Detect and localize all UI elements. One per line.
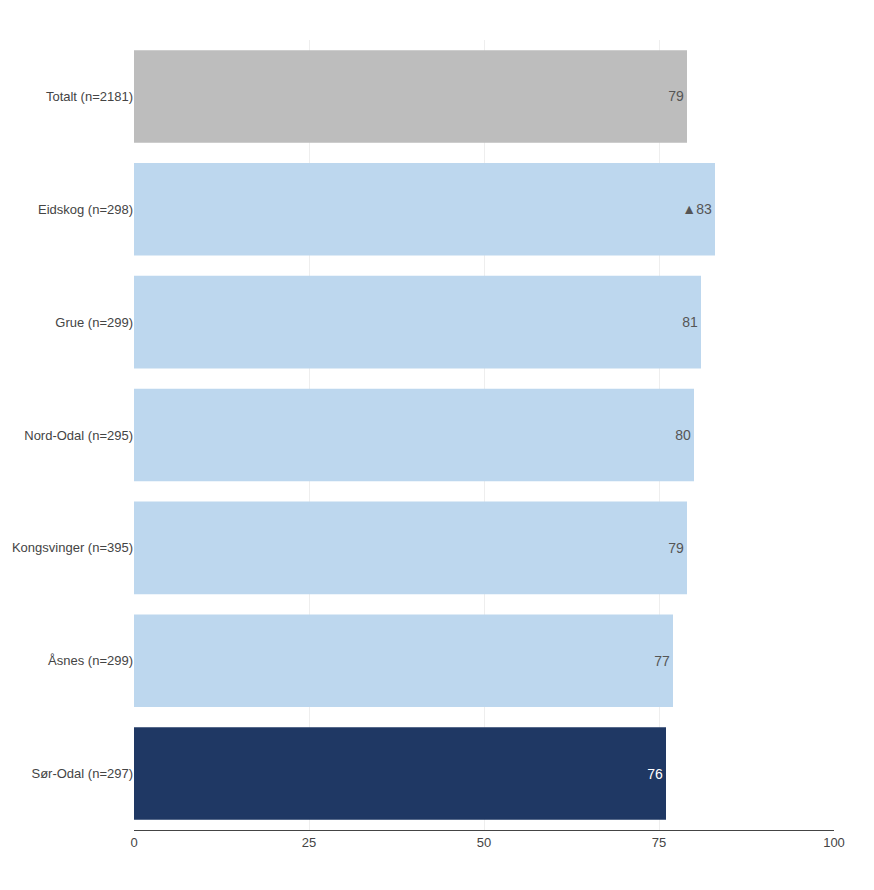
svg-text:81: 81: [682, 314, 698, 330]
svg-text:25: 25: [302, 835, 316, 850]
svg-text:79: 79: [668, 88, 684, 104]
svg-text:Grue (n=299): Grue (n=299): [55, 315, 133, 330]
svg-text:100: 100: [823, 835, 845, 850]
svg-text:80: 80: [675, 427, 691, 443]
svg-text:75: 75: [652, 835, 666, 850]
svg-text:▲83: ▲83: [682, 201, 712, 217]
svg-text:Totalt (n=2181): Totalt (n=2181): [46, 89, 133, 104]
svg-text:Kongsvinger (n=395): Kongsvinger (n=395): [12, 540, 133, 555]
svg-text:79: 79: [668, 540, 684, 556]
svg-text:76: 76: [647, 766, 663, 782]
svg-text:50: 50: [477, 835, 491, 850]
svg-text:Nord-Odal (n=295): Nord-Odal (n=295): [24, 428, 133, 443]
svg-text:Åsnes (n=299): Åsnes (n=299): [48, 653, 133, 668]
svg-text:77: 77: [654, 653, 670, 669]
svg-text:0: 0: [130, 835, 137, 850]
svg-text:Eidskog (n=298): Eidskog (n=298): [38, 202, 133, 217]
svg-text:Sør-Odal (n=297): Sør-Odal (n=297): [31, 766, 133, 781]
